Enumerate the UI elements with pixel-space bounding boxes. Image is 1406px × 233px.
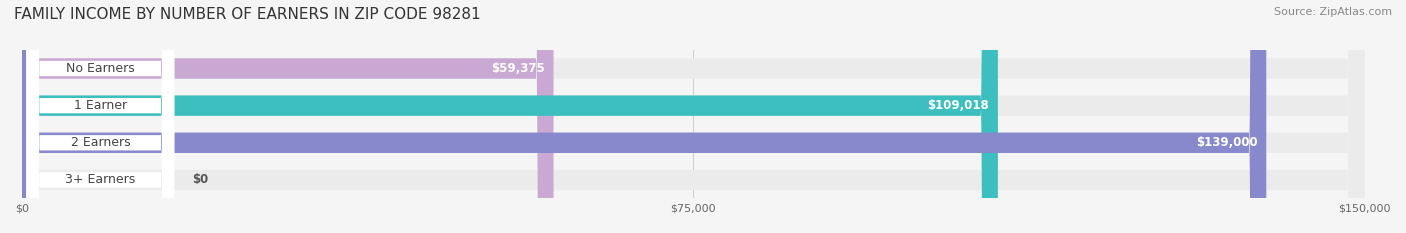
Text: $0: $0 [193, 173, 208, 186]
FancyBboxPatch shape [22, 0, 1365, 233]
FancyBboxPatch shape [22, 0, 1267, 233]
FancyBboxPatch shape [27, 0, 174, 233]
Text: Source: ZipAtlas.com: Source: ZipAtlas.com [1274, 7, 1392, 17]
FancyBboxPatch shape [22, 0, 998, 233]
Text: No Earners: No Earners [66, 62, 135, 75]
FancyBboxPatch shape [22, 0, 554, 233]
Text: $59,375: $59,375 [491, 62, 544, 75]
FancyBboxPatch shape [27, 0, 174, 233]
Text: $139,000: $139,000 [1195, 136, 1257, 149]
FancyBboxPatch shape [22, 0, 1365, 233]
Text: $109,018: $109,018 [927, 99, 988, 112]
Text: 2 Earners: 2 Earners [70, 136, 131, 149]
FancyBboxPatch shape [27, 0, 174, 233]
FancyBboxPatch shape [22, 0, 1365, 233]
Text: 3+ Earners: 3+ Earners [65, 173, 135, 186]
Text: 1 Earner: 1 Earner [73, 99, 127, 112]
FancyBboxPatch shape [27, 0, 174, 233]
Text: FAMILY INCOME BY NUMBER OF EARNERS IN ZIP CODE 98281: FAMILY INCOME BY NUMBER OF EARNERS IN ZI… [14, 7, 481, 22]
FancyBboxPatch shape [22, 0, 1365, 233]
